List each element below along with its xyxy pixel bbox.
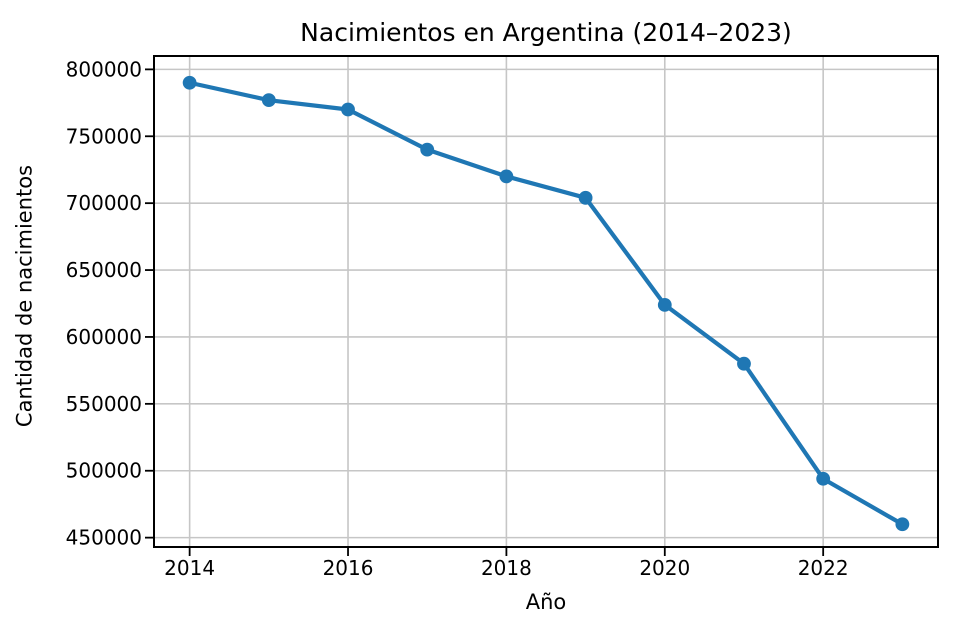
data-point [499,169,514,184]
y-tick-label: 500000 [66,459,142,483]
y-tick-label: 750000 [66,124,142,148]
y-tick-label: 800000 [66,57,142,81]
x-tick-label: 2020 [639,556,690,580]
y-tick-label: 650000 [66,258,142,282]
data-point [816,471,831,486]
y-tick-label: 450000 [66,526,142,550]
y-tick-label: 700000 [66,191,142,215]
x-tick-label: 2014 [164,556,215,580]
chart-title: Nacimientos en Argentina (2014–2023) [300,18,792,47]
x-tick-label: 2022 [798,556,849,580]
data-point [895,517,910,532]
y-axis-label: Cantidad de nacimientos [12,164,37,428]
data-point [657,297,672,312]
x-axis-label: Año [525,590,567,614]
data-point [182,75,197,90]
data-point [261,93,276,108]
data-line [187,80,905,527]
data-point [341,102,355,117]
data-point [737,356,751,371]
y-tick-label: 550000 [66,392,142,416]
plot-border [153,55,939,548]
x-tick-label: 2016 [323,556,374,580]
x-tick-label: 2018 [481,556,532,580]
data-point [578,190,593,205]
data-point [420,142,435,157]
y-tick-label: 600000 [66,325,142,349]
